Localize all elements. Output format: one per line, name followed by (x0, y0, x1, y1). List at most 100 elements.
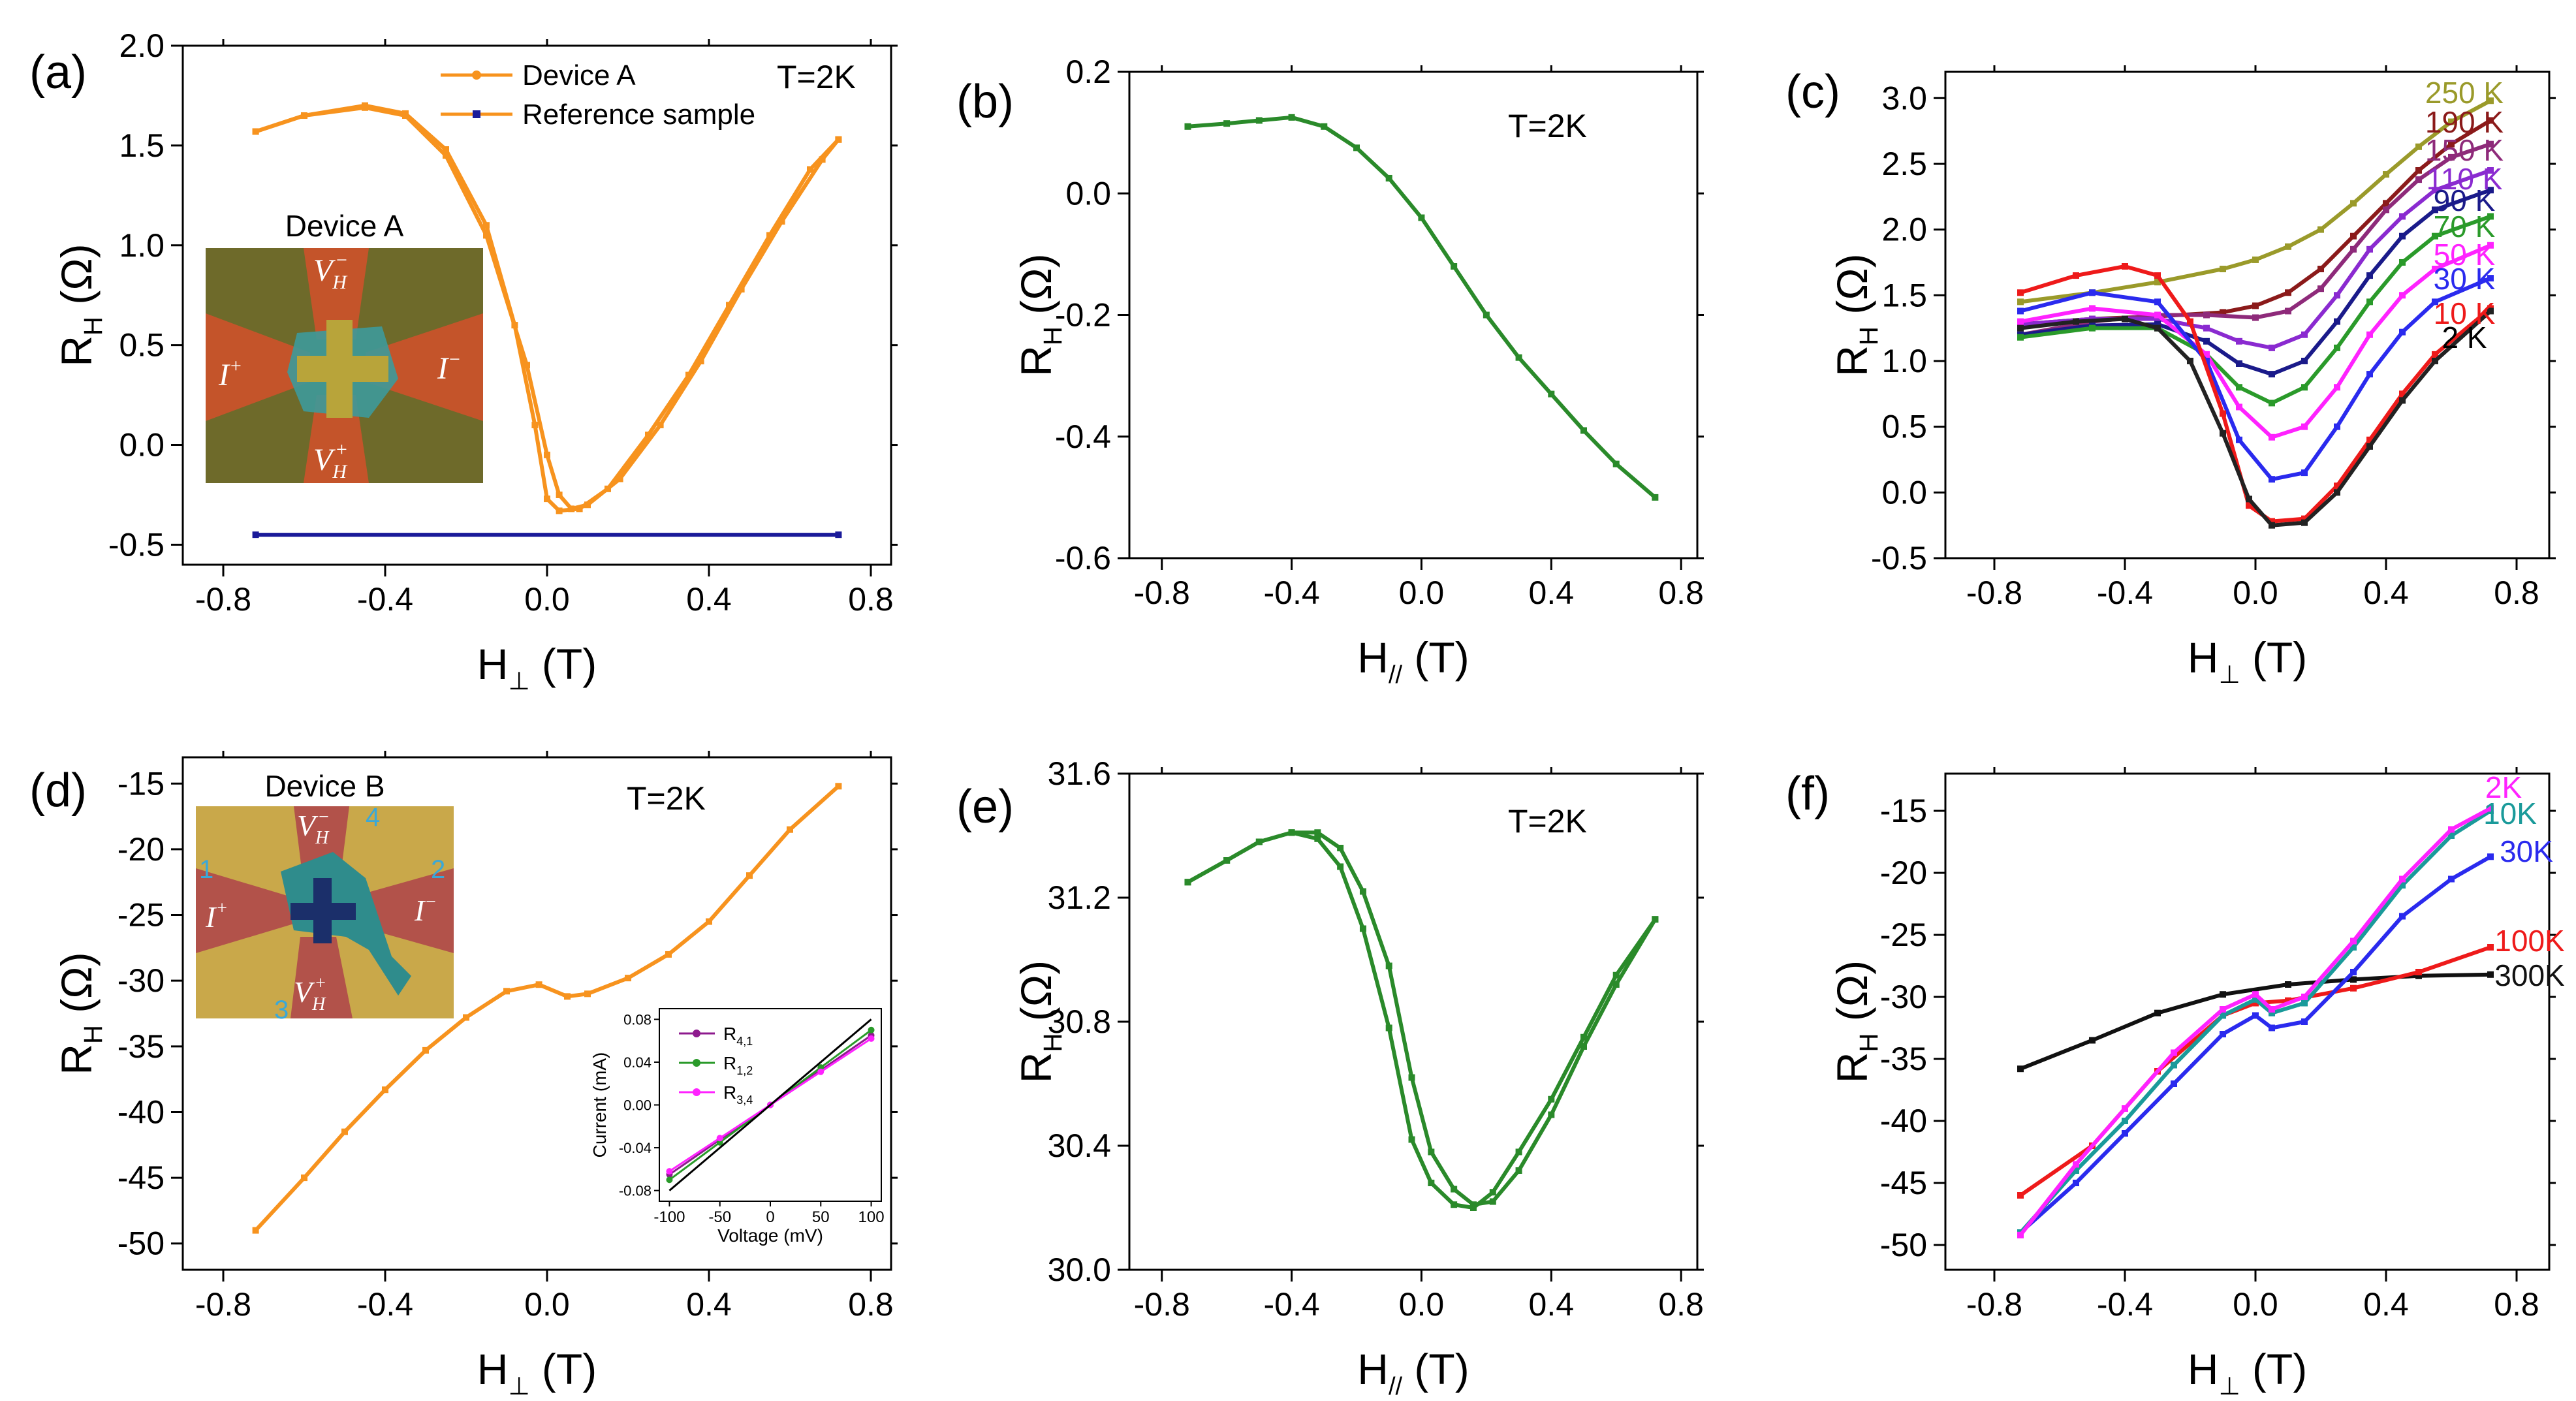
data-point (2252, 991, 2259, 998)
data-point (2285, 243, 2291, 250)
x-tick-label: -0.4 (1263, 575, 1319, 611)
data-point (2089, 1037, 2096, 1044)
data-point (2366, 371, 2373, 378)
data-point (2122, 263, 2128, 270)
x-tick-label: 0.8 (848, 1286, 894, 1323)
data-point (1288, 114, 1295, 121)
data-point (1652, 494, 1659, 501)
data-point (657, 421, 664, 428)
y-tick-label: -25 (118, 897, 165, 934)
data-point (2122, 1118, 2128, 1124)
data-point (2154, 272, 2161, 279)
x-tick-label: -0.8 (195, 1286, 251, 1323)
data-point (252, 531, 259, 539)
x-tick-label: 0.4 (1529, 1286, 1575, 1323)
data-point (2301, 331, 2308, 338)
data-point (1408, 1136, 1415, 1143)
data-point (2448, 875, 2455, 883)
data-point (738, 286, 745, 293)
y-tick-label: 30.8 (1048, 1003, 1111, 1040)
label-vh-plus: VH+ (294, 973, 326, 1015)
y-tick-label: -30 (1880, 979, 1927, 1015)
data-point (2154, 1009, 2161, 1016)
data-point (2073, 272, 2079, 279)
data-point (2269, 433, 2275, 441)
x-tick-label: -0.4 (1263, 1286, 1319, 1323)
data-point (1483, 311, 1490, 319)
legend-label-device-a: Device A (522, 59, 636, 91)
series-label: 90 K (2434, 183, 2496, 217)
plot-frame (1944, 71, 2551, 559)
x-tick-label: -0.8 (195, 581, 251, 618)
data-point (2399, 259, 2406, 266)
data-point (556, 507, 563, 514)
x-tick-label: 0.0 (524, 581, 570, 618)
inset-y-axis-label: Current (mA) (589, 1052, 610, 1158)
data-point (2236, 403, 2242, 411)
inset-data-point (868, 1035, 875, 1042)
data-point (2089, 324, 2096, 332)
series-line-f-2 (2019, 855, 2492, 1235)
data-point (483, 232, 490, 239)
inset-x-tick-label: 100 (858, 1208, 885, 1226)
data-point (544, 496, 550, 503)
inset-y-tick-label: 0.04 (623, 1054, 652, 1071)
panel-label: (a) (29, 46, 87, 99)
y-tick-label: -20 (118, 831, 165, 868)
chart-panel-b: -0.8 -0.4 0.0 0.4 0.8 -0.6 -0.4 -0.2 0.0 0.2 H// (… (956, 54, 1704, 689)
series-line-c-2 (2020, 142, 2491, 337)
y-tick-label: -30 (118, 962, 165, 999)
data-point (2171, 1062, 2177, 1069)
electrode-left (196, 868, 294, 953)
data-point (2187, 318, 2193, 325)
inset-data-point (716, 1135, 723, 1142)
inset-y-tick-label: 0.00 (623, 1097, 652, 1114)
series-line-a-1 (255, 105, 840, 511)
data-point (2432, 298, 2438, 306)
y-tick-label: 31.2 (1048, 879, 1111, 916)
data-point (2317, 266, 2324, 273)
data-point (362, 104, 368, 111)
electrode-left (206, 313, 310, 421)
data-point (584, 501, 591, 509)
inset-x-tick-label: -50 (708, 1208, 731, 1226)
data-point (1223, 120, 1231, 127)
x-tick-label: -0.4 (2097, 1286, 2153, 1323)
data-point (2220, 430, 2226, 437)
data-point (787, 826, 793, 833)
data-point (2017, 324, 2024, 332)
data-point (2366, 436, 2373, 443)
data-point (2366, 245, 2373, 253)
data-point (2487, 805, 2494, 812)
series-line-e-1 (1187, 830, 1657, 1207)
data-point (835, 531, 842, 539)
data-point (1321, 123, 1328, 130)
x-axis-label: H⊥ (T) (2188, 1345, 2307, 1400)
data-point (2487, 187, 2494, 194)
data-point (625, 975, 631, 982)
x-tick-label: 0.0 (2233, 575, 2278, 611)
hall-bar-horizontal (291, 903, 356, 920)
data-point (2301, 357, 2308, 364)
x-tick-label: 0.4 (686, 581, 732, 618)
data-point (2448, 826, 2455, 833)
data-point (2432, 206, 2438, 213)
data-point (2350, 245, 2357, 253)
data-point (1469, 1201, 1477, 1208)
data-point (2252, 1012, 2259, 1019)
x-tick-label: -0.8 (1134, 575, 1190, 611)
data-point (1580, 1043, 1587, 1050)
data-point (2383, 171, 2389, 178)
data-point (2366, 298, 2373, 306)
data-point (2487, 944, 2494, 951)
data-point (835, 136, 842, 143)
data-point (2252, 996, 2259, 1003)
data-point (1184, 879, 1191, 886)
data-point (2415, 969, 2422, 975)
electrode-right (349, 868, 454, 953)
data-point (2187, 357, 2193, 364)
y-tick-label: 1.5 (119, 127, 165, 164)
data-point (2073, 318, 2079, 325)
data-point (568, 505, 575, 512)
data-point (2236, 384, 2242, 391)
